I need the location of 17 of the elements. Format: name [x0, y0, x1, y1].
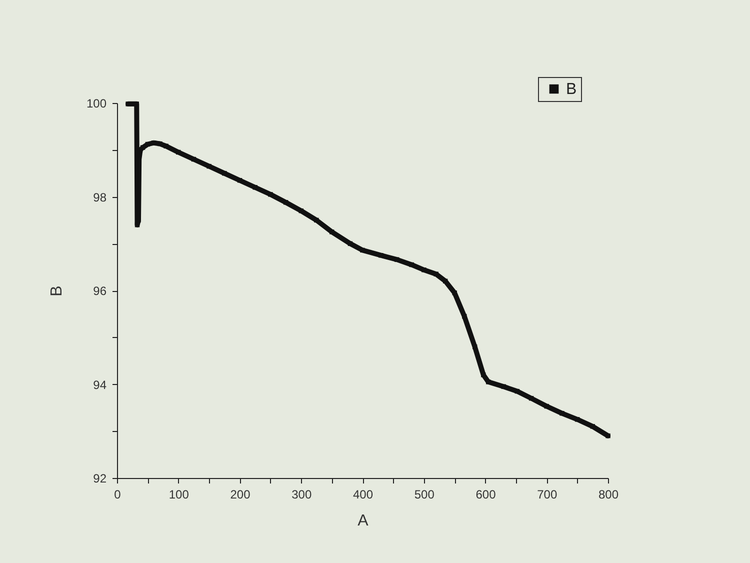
x-tick-label: 200	[230, 488, 251, 502]
y-tick-label: 98	[93, 190, 107, 204]
x-tick-label: 300	[292, 488, 312, 502]
y-tick-label: 94	[93, 378, 107, 392]
x-tick-label: 400	[352, 488, 374, 502]
x-tick-label: 500	[414, 488, 435, 502]
y-tick-label: 96	[93, 284, 107, 298]
x-tick-label: 0	[114, 488, 122, 502]
x-tick-label: 800	[598, 488, 619, 502]
y-axis-title: B	[48, 286, 66, 296]
y-tick-label: 92	[93, 472, 107, 486]
x-tick-label: 100	[168, 488, 190, 502]
x-tick-label: 600	[476, 488, 496, 502]
x-axis-title: A	[358, 512, 369, 530]
y-tick-label: 100	[86, 96, 107, 110]
legend-label: B	[566, 81, 577, 98]
x-tick-label: 700	[537, 488, 558, 502]
